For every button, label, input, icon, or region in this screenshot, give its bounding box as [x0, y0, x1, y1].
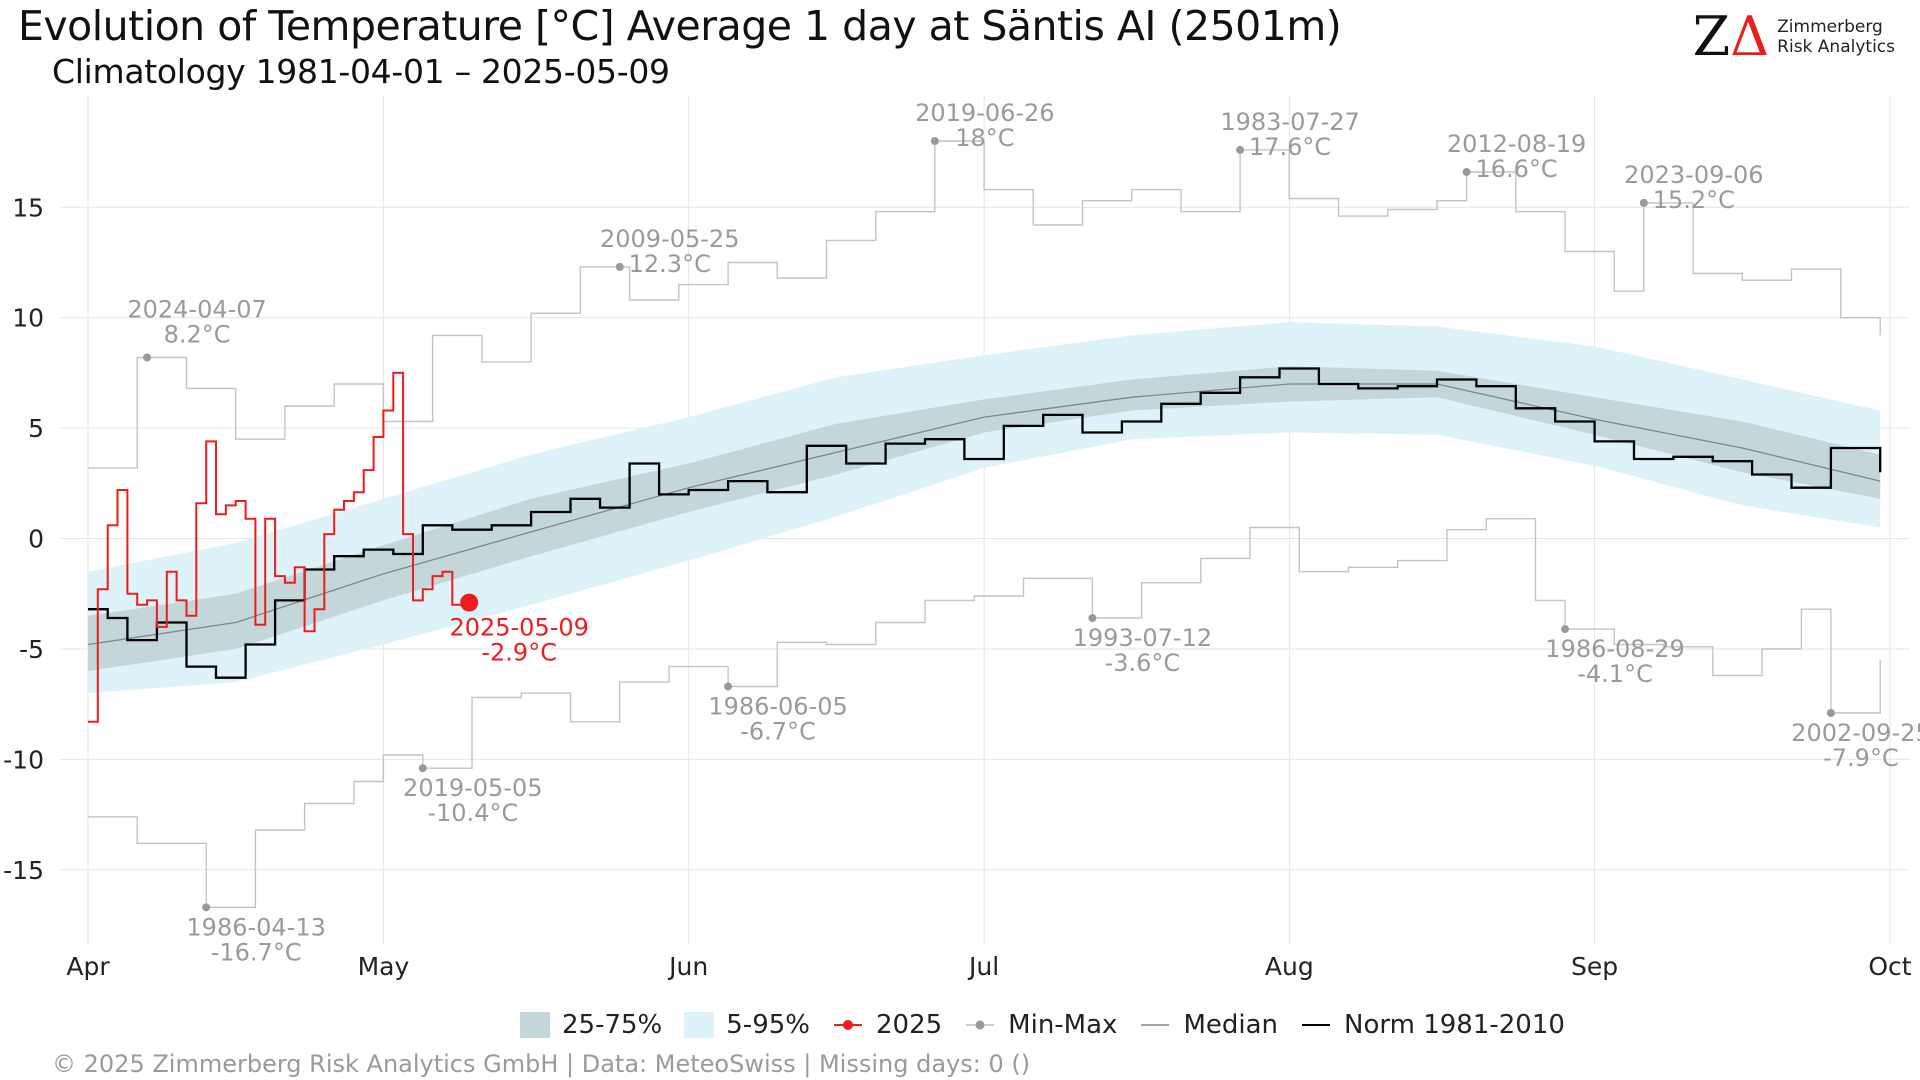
- record-point-max: [930, 137, 939, 146]
- legend-symbol-norm: [1302, 1024, 1331, 1026]
- legend-item-p5-95: 5-95%: [684, 1010, 810, 1040]
- y-tick-label: 10: [12, 304, 44, 333]
- record-value-label: -10.4°C: [427, 799, 518, 827]
- record-point-max: [1639, 198, 1648, 207]
- legend-label-p5-95: 5-95%: [726, 1010, 810, 1040]
- legend-label-median: Median: [1183, 1010, 1279, 1040]
- legend-swatch-p5-95: [684, 1012, 715, 1038]
- legend-swatch-iqr: [520, 1012, 550, 1038]
- legend-item-current: 2025: [832, 1010, 942, 1040]
- logo-line-2: Risk Analytics: [1777, 37, 1895, 57]
- current-year-line: [88, 371, 464, 723]
- legend-item-median: Median: [1139, 1010, 1278, 1040]
- record-date-label: 2024-04-07: [127, 295, 266, 323]
- legend-label-minmax: Min-Max: [1008, 1010, 1118, 1040]
- chart-title: Evolution of Temperature [°C] Average 1 …: [18, 2, 1342, 50]
- median-line: [87, 383, 1881, 646]
- record-point-max: [143, 353, 152, 362]
- y-tick-label: 15: [12, 193, 44, 222]
- x-tick-label: Sep: [1571, 952, 1618, 981]
- chart-subtitle: Climatology 1981-04-01 – 2025-05-09: [52, 52, 670, 91]
- logo-z: Z: [1692, 5, 1731, 68]
- record-point-max: [1462, 167, 1471, 176]
- record-value-label: -3.6°C: [1105, 649, 1181, 677]
- logo-line-1: Zimmerberg: [1777, 17, 1883, 37]
- current-date-label: 2025-05-09: [449, 614, 588, 642]
- legend-label-norm: Norm 1981-2010: [1344, 1010, 1565, 1040]
- band-p5-95: [88, 322, 1881, 694]
- y-tick-label: -15: [3, 856, 44, 885]
- x-tick-label: May: [358, 952, 410, 981]
- record-point-min: [1088, 614, 1097, 623]
- record-value-label: -16.7°C: [211, 938, 302, 966]
- record-value-label: -4.1°C: [1577, 660, 1653, 688]
- record-date-label: 2002-09-25: [1791, 719, 1920, 747]
- percentile-bands: [88, 322, 1881, 694]
- band-iqr: [88, 366, 1881, 671]
- record-value-label: -6.7°C: [740, 718, 816, 746]
- record-date-label: 1986-08-29: [1545, 635, 1684, 663]
- record-date-label: 1993-07-12: [1073, 624, 1212, 652]
- record-date-label: 1983-07-27: [1220, 108, 1359, 136]
- record-point-max: [615, 262, 624, 271]
- legend-label-current: 2025: [875, 1010, 943, 1040]
- current-value-label: -2.9°C: [481, 639, 557, 667]
- record-date-label: 2009-05-25: [600, 225, 739, 253]
- y-tick-label: 5: [28, 414, 44, 443]
- x-tick-label: Aug: [1265, 952, 1314, 981]
- legend-label-iqr: 25-75%: [562, 1010, 663, 1040]
- record-point-min: [1826, 709, 1835, 717]
- legend: 25-75% 5-95% 2025 Min-Max Median Norm 19…: [520, 1010, 1587, 1040]
- x-tick-label: Apr: [66, 952, 110, 981]
- record-point-min: [418, 764, 427, 773]
- legend-item-iqr: 25-75%: [520, 1010, 662, 1040]
- legend-symbol-current: [833, 1020, 862, 1030]
- record-date-label: 2019-06-26: [915, 99, 1054, 127]
- record-value-label: 12.3°C: [629, 250, 711, 278]
- record-value-label: 17.6°C: [1249, 133, 1331, 161]
- record-date-label: 2023-09-06: [1624, 161, 1763, 189]
- y-tick-label: -10: [3, 745, 44, 774]
- series-lines: [87, 140, 1882, 908]
- record-value-label: 18°C: [955, 124, 1014, 152]
- y-tick-label: -5: [19, 635, 44, 664]
- footer-credits: © 2025 Zimmerberg Risk Analytics GmbH | …: [52, 1050, 1031, 1078]
- record-value-label: 16.6°C: [1475, 155, 1557, 183]
- x-tick-label: Oct: [1868, 952, 1911, 981]
- record-point-min: [1561, 625, 1570, 634]
- record-value-label: 15.2°C: [1653, 186, 1735, 214]
- axes: -15 -10 -5 0 5 10 15 Apr May Jun Jul Aug Sep Oct: [3, 193, 1912, 981]
- record-point-min: [202, 903, 211, 912]
- record-date-label: 1986-04-13: [186, 913, 325, 941]
- record-date-label: 2019-05-05: [403, 774, 542, 802]
- legend-symbol-median: [1141, 1024, 1170, 1026]
- legend-item-minmax: Min-Max: [964, 1010, 1117, 1040]
- logo: ZΔ Zimmerberg Risk Analytics: [1693, 10, 1895, 64]
- record-value-label: 8.2°C: [164, 320, 231, 348]
- legend-symbol-minmax: [966, 1020, 995, 1030]
- legend-item-norm: Norm 1981-2010: [1300, 1010, 1565, 1040]
- record-date-label: 1986-06-05: [708, 693, 847, 721]
- max-line: [88, 140, 1881, 469]
- y-tick-label: 0: [28, 525, 44, 554]
- record-point-min: [724, 682, 733, 691]
- x-tick-label: Jul: [967, 952, 999, 981]
- logo-delta: Δ: [1730, 5, 1770, 68]
- record-date-label: 2012-08-19: [1447, 130, 1586, 158]
- record-value-label: -7.9°C: [1823, 744, 1899, 772]
- logo-mark: ZΔ: [1693, 10, 1770, 64]
- min-line: [88, 518, 1881, 908]
- x-tick-label: Jun: [667, 952, 708, 981]
- logo-text: Zimmerberg Risk Analytics: [1777, 17, 1895, 57]
- current-point: [460, 593, 479, 612]
- record-point-max: [1236, 145, 1245, 154]
